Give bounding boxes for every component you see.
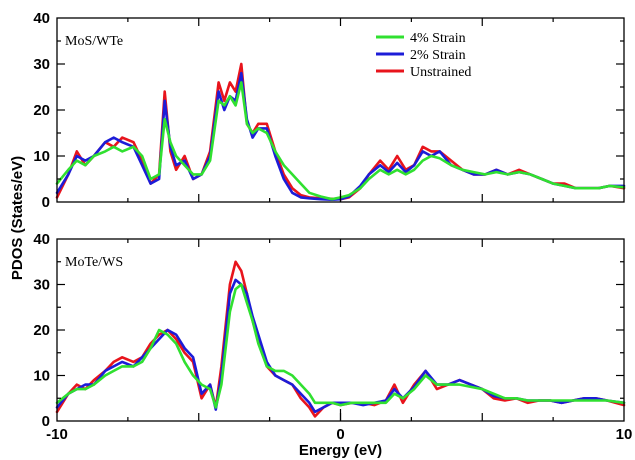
series-line-4-strain-panel-2 bbox=[55, 283, 626, 409]
series-line-2-strain-panel-2 bbox=[55, 278, 626, 414]
y-tick-label-panel-2: 10 bbox=[33, 368, 50, 385]
y-tick-label-panel-1: 10 bbox=[33, 148, 50, 165]
y-axis-label: PDOS (States/eV) bbox=[9, 156, 26, 280]
legend-label-2-strain: 2% Strain bbox=[410, 48, 466, 63]
plot-frame-panel-1 bbox=[56, 17, 625, 203]
series-line-2-strain-panel-1 bbox=[55, 71, 626, 201]
y-tick-label-panel-2: 30 bbox=[33, 277, 50, 294]
y-tick-label-panel-1: 20 bbox=[33, 102, 50, 119]
legend-label-4-strain: 4% Strain bbox=[410, 31, 466, 46]
y-tick-label-panel-2: 20 bbox=[33, 322, 50, 339]
plot-frame-panel-2 bbox=[56, 238, 625, 422]
y-tick-label-panel-1: 40 bbox=[33, 10, 50, 27]
panel-label-2: MoTe/WS bbox=[65, 255, 123, 270]
y-tick-label-panel-2: 40 bbox=[33, 231, 50, 248]
y-tick-label-panel-2: 0 bbox=[42, 413, 50, 430]
x-tick-label: 0 bbox=[336, 426, 344, 443]
panel-label-1: MoS/WTe bbox=[65, 34, 123, 49]
y-tick-label-panel-1: 0 bbox=[42, 194, 50, 211]
series-line-4-strain-panel-1 bbox=[55, 81, 626, 201]
x-tick-label: -10 bbox=[46, 426, 68, 443]
x-tick-label: 10 bbox=[616, 426, 633, 443]
legend-label-unstrained: Unstrained bbox=[410, 65, 471, 80]
series-line-unstrained-panel-2 bbox=[55, 260, 626, 418]
y-tick-label-panel-1: 30 bbox=[33, 56, 50, 73]
x-axis-label: Energy (eV) bbox=[299, 442, 382, 459]
